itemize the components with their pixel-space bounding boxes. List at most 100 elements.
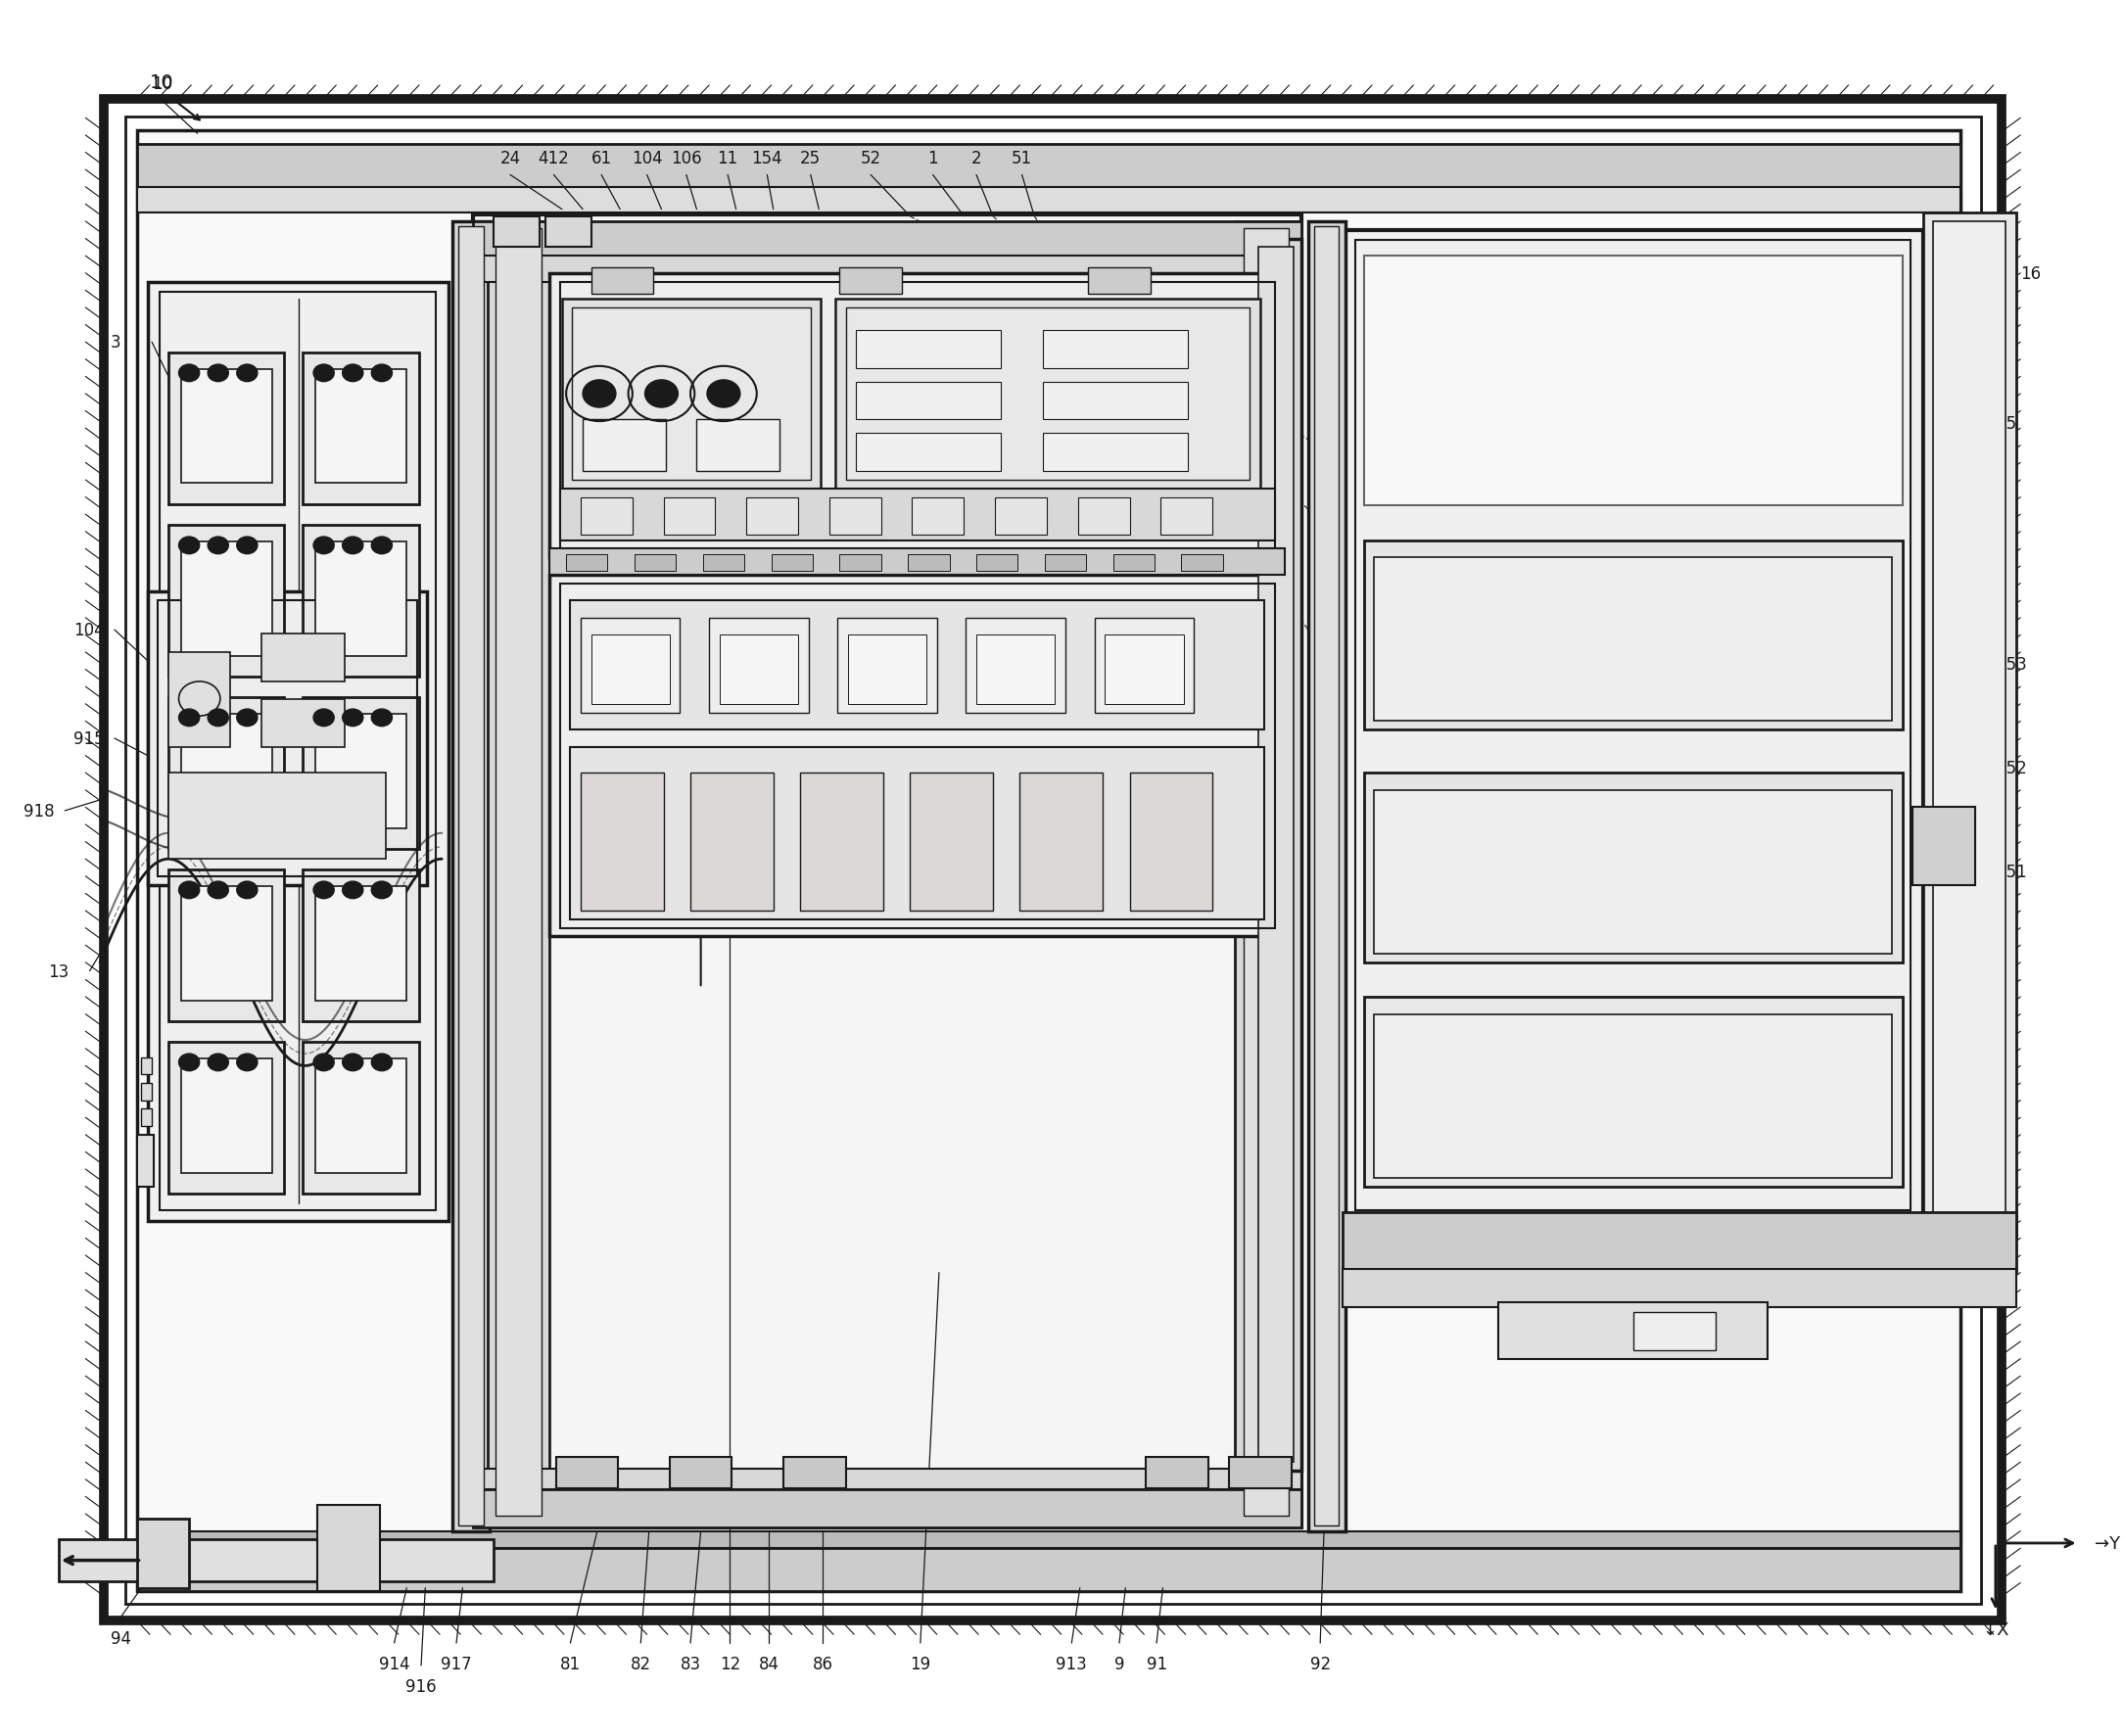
Text: 19: 19	[909, 1654, 930, 1672]
Bar	[138, 1519, 189, 1588]
Bar	[1914, 807, 1975, 885]
Bar	[590, 269, 654, 295]
Bar	[159, 293, 435, 1210]
Bar	[1045, 554, 1085, 571]
Bar	[474, 257, 1302, 283]
Bar	[1922, 214, 2016, 1238]
Circle shape	[582, 380, 616, 408]
Bar	[856, 330, 1000, 368]
Bar	[663, 498, 716, 536]
Bar	[138, 130, 1960, 1592]
Bar	[1160, 498, 1213, 536]
Bar	[157, 601, 416, 877]
Bar	[493, 217, 539, 248]
Text: 84: 84	[758, 1654, 780, 1672]
Circle shape	[372, 710, 393, 727]
Circle shape	[372, 538, 393, 554]
Bar	[635, 554, 675, 571]
Bar	[1308, 222, 1344, 1531]
Bar	[1374, 557, 1892, 722]
Bar	[1374, 1014, 1892, 1179]
Bar	[1113, 554, 1155, 571]
Circle shape	[372, 365, 393, 382]
Circle shape	[342, 882, 363, 899]
Bar	[561, 490, 1274, 540]
Bar	[1230, 1457, 1291, 1488]
Bar	[1094, 618, 1194, 713]
Bar	[569, 601, 1264, 731]
Text: 918: 918	[23, 802, 55, 819]
Bar	[316, 887, 406, 1000]
Bar	[582, 420, 665, 472]
Text: 10: 10	[151, 75, 172, 94]
Bar	[561, 583, 1274, 929]
Text: 2: 2	[971, 149, 981, 167]
Bar	[138, 144, 1960, 187]
Bar	[546, 217, 590, 248]
Bar	[1087, 269, 1151, 295]
Bar	[1243, 229, 1289, 1516]
Bar	[181, 1059, 272, 1174]
Bar	[561, 283, 1274, 549]
Bar	[486, 226, 1289, 1517]
Bar	[1043, 382, 1187, 420]
Text: 51: 51	[1011, 149, 1032, 167]
Bar	[168, 698, 285, 849]
Bar	[149, 283, 448, 1220]
Bar	[703, 554, 743, 571]
Bar	[690, 773, 773, 911]
Text: 9: 9	[1115, 1654, 1124, 1672]
Bar	[1077, 498, 1130, 536]
Circle shape	[208, 538, 229, 554]
Bar	[1933, 222, 2005, 1229]
Bar	[1364, 540, 1903, 731]
Bar	[801, 773, 884, 911]
Bar	[459, 227, 484, 1526]
Bar	[697, 420, 780, 472]
Bar	[1364, 996, 1903, 1187]
Bar	[839, 554, 881, 571]
Bar	[319, 1505, 380, 1592]
Bar	[1364, 257, 1903, 507]
Bar	[181, 715, 272, 828]
Bar	[1257, 248, 1294, 1462]
Bar	[316, 715, 406, 828]
Bar	[580, 618, 680, 713]
Bar	[168, 352, 285, 505]
Bar	[856, 382, 1000, 420]
Bar	[1020, 773, 1102, 911]
Bar	[486, 222, 550, 1522]
Bar	[316, 542, 406, 656]
Circle shape	[178, 882, 200, 899]
Bar	[181, 887, 272, 1000]
Text: 3: 3	[110, 333, 121, 351]
Text: 104: 104	[72, 621, 104, 639]
Circle shape	[236, 882, 257, 899]
Bar	[1497, 1302, 1767, 1359]
Bar	[977, 635, 1056, 705]
Bar	[149, 592, 427, 885]
Bar	[977, 554, 1017, 571]
Bar	[550, 575, 1285, 937]
Text: 12: 12	[720, 1654, 739, 1672]
Text: 15: 15	[1997, 415, 2016, 432]
Bar	[142, 1109, 151, 1127]
Circle shape	[314, 710, 333, 727]
Circle shape	[236, 365, 257, 382]
Text: 13: 13	[49, 962, 70, 981]
Bar	[474, 222, 1302, 257]
Bar	[550, 274, 1285, 557]
Text: 1: 1	[928, 149, 939, 167]
Circle shape	[314, 882, 333, 899]
Text: 106: 106	[671, 149, 701, 167]
Circle shape	[372, 1054, 393, 1071]
Text: 154: 154	[752, 149, 782, 167]
Text: ↓X: ↓X	[1982, 1620, 2009, 1639]
Bar	[1633, 1312, 1716, 1351]
Circle shape	[646, 380, 678, 408]
Bar	[168, 773, 387, 859]
Bar	[138, 1531, 1960, 1549]
Bar	[669, 1457, 733, 1488]
Text: 412: 412	[537, 149, 569, 167]
Text: 16: 16	[2020, 266, 2041, 283]
